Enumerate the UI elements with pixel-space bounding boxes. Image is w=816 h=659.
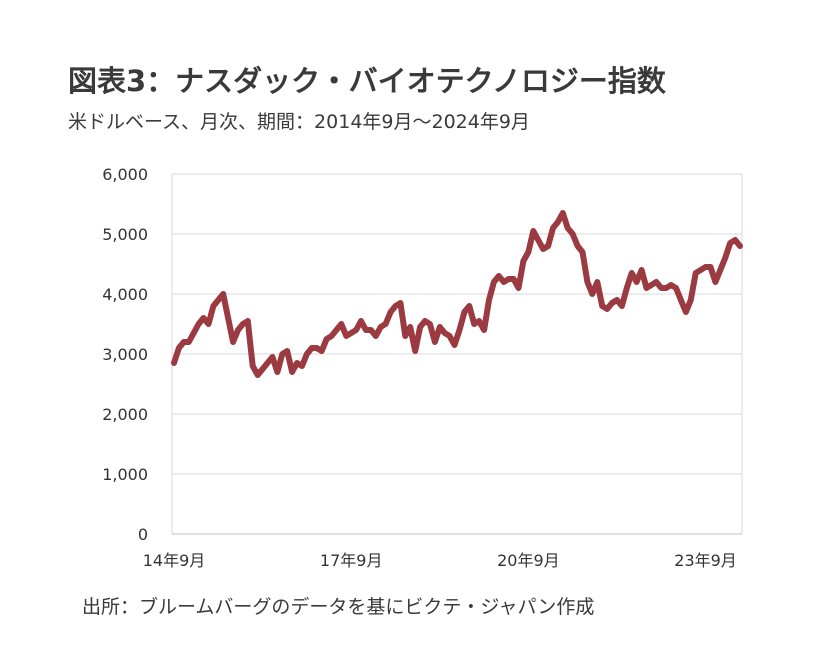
- x-tick-label: 20年9月: [497, 551, 560, 570]
- y-tick-label: 1,000: [102, 465, 148, 484]
- gridlines: [171, 173, 743, 534]
- x-tick-label: 17年9月: [320, 551, 383, 570]
- y-tick-label: 2,000: [102, 405, 148, 424]
- series-line-nasdaq-biotech-index: [171, 210, 743, 378]
- source-note: 出所：ブルームバーグのデータを基にビクテ・ジャパン作成: [82, 596, 595, 618]
- chart-subtitle: 米ドルベース、月次、期間：2014年9月～2024年9月: [68, 111, 530, 133]
- x-tick-label: 23年9月: [674, 551, 737, 570]
- y-axis-tick-labels: 0 1,000 2,000 3,000 4,000 5,000 6,000: [102, 165, 148, 544]
- x-tick-label: 14年9月: [143, 551, 206, 570]
- y-tick-label: 6,000: [102, 165, 148, 184]
- chart-title: 図表3：ナスダック・バイオテクノロジー指数: [68, 64, 666, 98]
- series-group: [171, 210, 743, 378]
- y-tick-label: 3,000: [102, 345, 148, 364]
- y-tick-label: 5,000: [102, 225, 148, 244]
- y-tick-label: 4,000: [102, 285, 148, 304]
- y-tick-label: 0: [138, 525, 148, 544]
- x-axis-tick-labels: 14年9月 17年9月 20年9月 23年9月: [143, 551, 737, 570]
